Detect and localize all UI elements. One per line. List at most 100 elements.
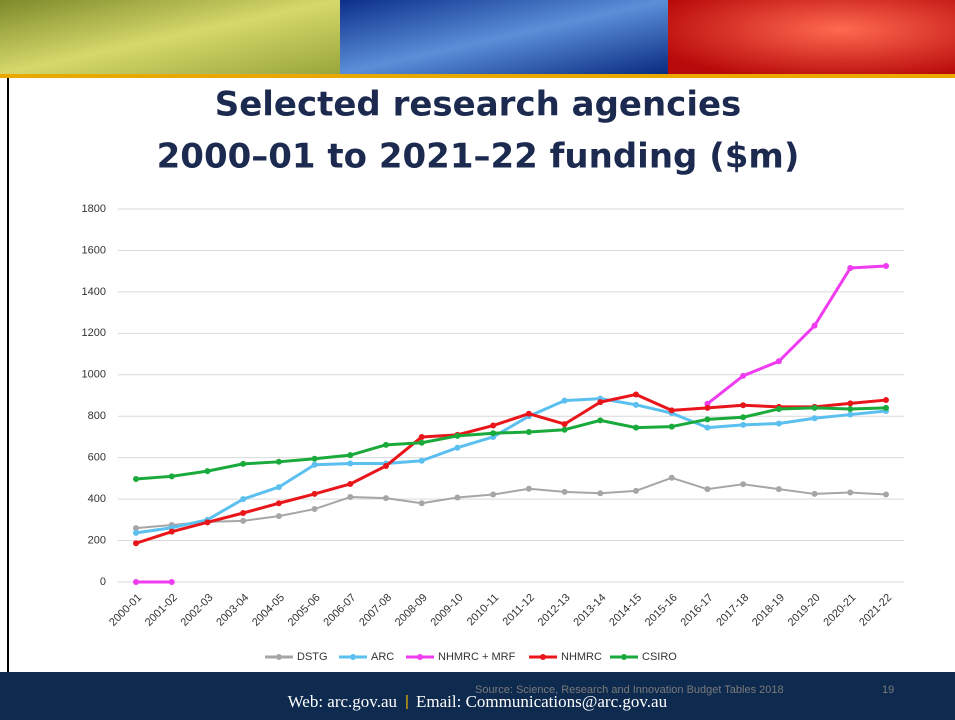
- x-tick-label: 2019-20: [786, 592, 823, 629]
- slide: Selected research agencies 2000–01 to 20…: [0, 0, 955, 720]
- data-point: [169, 473, 175, 479]
- data-point: [276, 459, 282, 465]
- data-point: [562, 427, 568, 433]
- data-point: [419, 440, 425, 446]
- data-point: [597, 417, 603, 423]
- data-point: [740, 402, 746, 408]
- x-tick-label: 2000-01: [107, 592, 144, 629]
- data-point: [169, 529, 175, 535]
- data-point: [419, 500, 425, 506]
- data-point: [526, 486, 532, 492]
- x-tick-label: 2020-21: [821, 592, 858, 629]
- data-point: [383, 442, 389, 448]
- data-point: [276, 484, 282, 490]
- data-point: [490, 430, 496, 436]
- x-tick-label: 2013-14: [571, 592, 608, 629]
- data-point: [812, 415, 818, 421]
- data-point: [276, 513, 282, 519]
- data-point: [704, 486, 710, 492]
- data-point: [204, 519, 210, 525]
- data-point: [812, 491, 818, 497]
- data-point: [454, 494, 460, 500]
- data-point: [383, 463, 389, 469]
- data-point: [740, 422, 746, 428]
- data-point: [704, 416, 710, 422]
- footer-source: Source: Science, Research and Innovation…: [475, 684, 784, 696]
- data-point: [490, 492, 496, 498]
- data-point: [419, 458, 425, 464]
- data-point: [633, 391, 639, 397]
- data-point: [419, 434, 425, 440]
- data-point: [562, 421, 568, 427]
- data-point: [312, 456, 318, 462]
- footer-web: Web: arc.gov.au: [288, 692, 398, 711]
- legend-label: ARC: [371, 651, 394, 663]
- x-tick-label: 2018-19: [750, 592, 787, 629]
- y-tick-label: 200: [88, 534, 106, 546]
- data-point: [240, 461, 246, 467]
- data-point: [312, 462, 318, 468]
- y-tick-label: 1200: [82, 327, 106, 339]
- data-point: [454, 445, 460, 451]
- legend-label: CSIRO: [642, 651, 677, 663]
- footer-separator: |: [405, 693, 409, 710]
- x-tick-label: 2009-10: [429, 592, 466, 629]
- x-tick-label: 2014-15: [607, 592, 644, 629]
- data-point: [847, 406, 853, 412]
- data-point: [383, 495, 389, 501]
- x-tick-label: 2012-13: [536, 592, 573, 629]
- data-point: [847, 489, 853, 495]
- data-point: [776, 406, 782, 412]
- data-point: [240, 496, 246, 502]
- data-point: [133, 579, 139, 585]
- x-tick-label: 2003-04: [214, 592, 251, 629]
- y-tick-label: 600: [88, 452, 106, 464]
- y-tick-label: 400: [88, 493, 106, 505]
- x-tick-label: 2002-03: [179, 592, 216, 629]
- data-point: [240, 518, 246, 524]
- legend-marker: [417, 654, 423, 660]
- data-point: [347, 460, 353, 466]
- data-point: [633, 425, 639, 431]
- data-point: [776, 358, 782, 364]
- x-tick-label: 2021-22: [857, 592, 894, 629]
- data-point: [847, 412, 853, 418]
- data-point: [633, 402, 639, 408]
- data-point: [526, 411, 532, 417]
- data-point: [776, 420, 782, 426]
- x-tick-label: 2004-05: [250, 592, 287, 629]
- data-point: [669, 475, 675, 481]
- y-tick-label: 1800: [82, 203, 106, 215]
- x-tick-label: 2007-08: [357, 592, 394, 629]
- legend-marker: [350, 654, 356, 660]
- x-tick-label: 2017-18: [714, 592, 751, 629]
- data-point: [276, 500, 282, 506]
- data-point: [883, 405, 889, 411]
- data-point: [133, 476, 139, 482]
- x-tick-label: 2010-11: [465, 592, 501, 628]
- data-point: [740, 481, 746, 487]
- x-tick-label: 2006-07: [321, 592, 358, 629]
- y-tick-label: 1400: [82, 286, 106, 298]
- x-tick-label: 2016-17: [679, 592, 716, 629]
- x-tick-label: 2008-09: [393, 592, 430, 629]
- banner-water: [340, 0, 668, 74]
- data-point: [562, 489, 568, 495]
- banner-leaf: [0, 0, 340, 74]
- x-tick-label: 2011-12: [501, 592, 537, 628]
- banner-rule: [0, 74, 955, 78]
- legend-label: DSTG: [297, 651, 328, 663]
- data-point: [347, 452, 353, 458]
- y-tick-label: 0: [100, 576, 106, 588]
- chart-title: 2000–01 to 2021–22 funding ($m): [157, 137, 800, 177]
- data-point: [169, 579, 175, 585]
- x-tick-label: 2001-02: [143, 592, 180, 629]
- data-point: [883, 263, 889, 269]
- data-point: [597, 399, 603, 405]
- y-tick-label: 1600: [82, 244, 106, 256]
- data-point: [704, 405, 710, 411]
- data-point: [669, 424, 675, 430]
- legend-marker: [276, 654, 282, 660]
- data-point: [776, 486, 782, 492]
- data-point: [847, 265, 853, 271]
